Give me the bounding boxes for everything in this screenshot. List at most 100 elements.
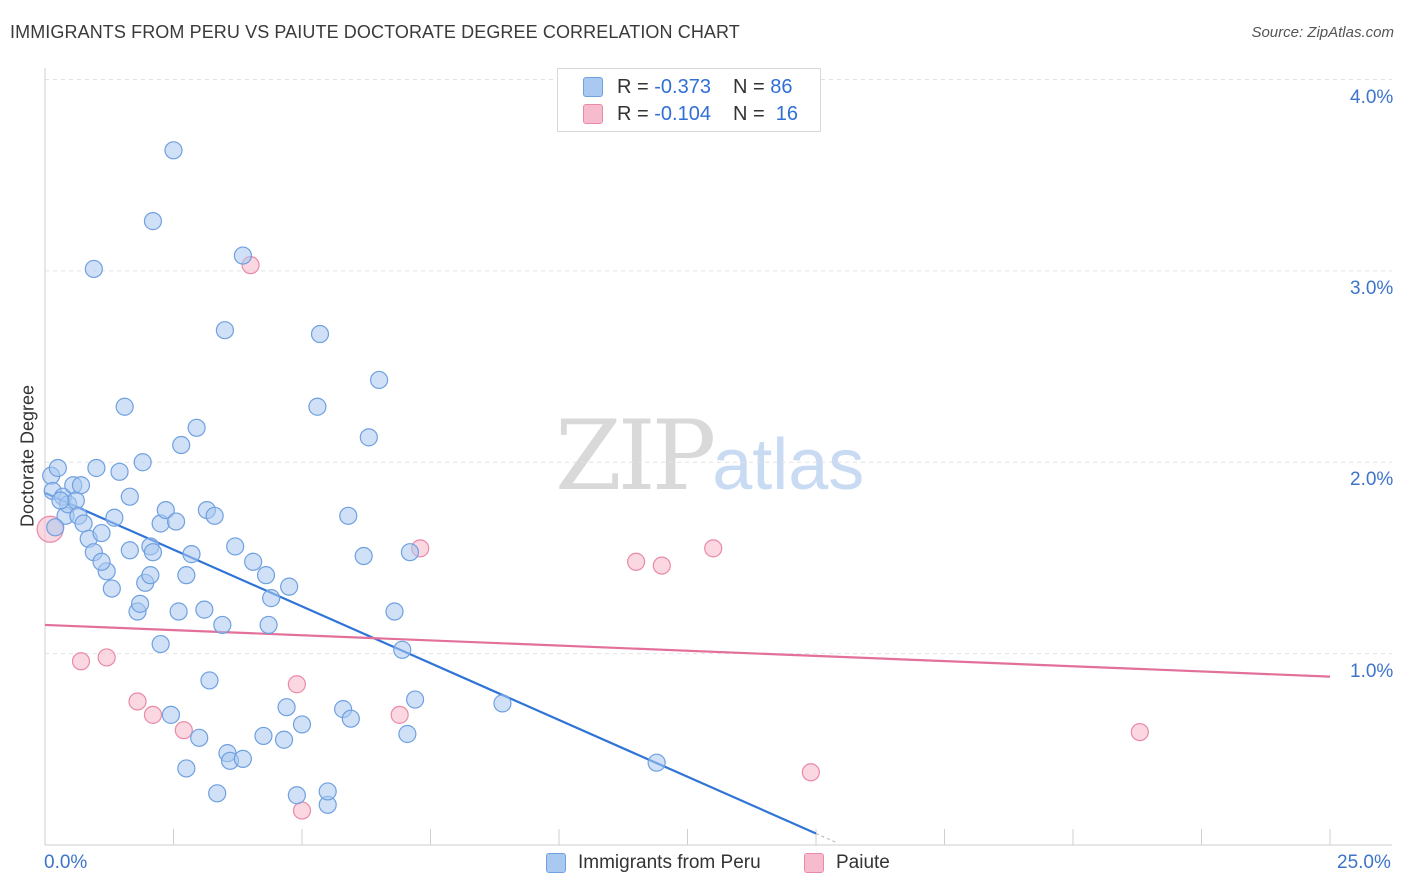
- axes: [44, 68, 1392, 846]
- peru-point: [400, 543, 420, 562]
- peru-point: [398, 724, 417, 744]
- peru-point: [110, 462, 129, 481]
- peru-point: [647, 753, 666, 772]
- peru-point: [256, 566, 276, 585]
- peru-point: [141, 566, 160, 585]
- legend-n-value: 16: [775, 102, 799, 125]
- peru-point: [233, 246, 252, 265]
- bottom-legend-label-peru: Immigrants from Peru: [578, 852, 761, 873]
- peru-point: [143, 212, 163, 231]
- bottom-legend-paiute: Paiute: [804, 852, 890, 874]
- legend-n-label: N =: [732, 75, 765, 98]
- legend-swatch-peru: [583, 77, 603, 97]
- paiute-trend-line: [44, 623, 1331, 678]
- peru-point: [105, 508, 124, 527]
- legend-n-value: 86: [770, 75, 793, 98]
- peru-point: [102, 579, 121, 598]
- peru-point: [92, 552, 111, 571]
- peru-point: [177, 759, 196, 778]
- peru-point: [120, 541, 139, 560]
- legend-n-label: N =: [732, 102, 765, 125]
- peru-point: [130, 594, 150, 613]
- paiute-point: [71, 652, 91, 671]
- peru-point: [233, 749, 252, 768]
- peru-point: [493, 694, 512, 713]
- peru-point: [405, 690, 425, 709]
- peru-point: [280, 577, 299, 596]
- y-tick-label: 3.0%: [1350, 277, 1394, 299]
- peru-point: [177, 566, 196, 585]
- peru-point: [187, 418, 206, 437]
- peru-point: [385, 602, 404, 621]
- y-tick-label: 4.0%: [1350, 86, 1394, 108]
- peru-point: [310, 324, 330, 344]
- peru-point: [51, 491, 70, 510]
- peru-point: [143, 543, 163, 562]
- peru-point: [208, 784, 227, 803]
- peru-point: [120, 487, 139, 506]
- legend-swatch-paiute: [583, 104, 603, 124]
- paiute-point: [704, 539, 723, 558]
- peru-point: [341, 709, 360, 728]
- paiute-point: [801, 763, 820, 782]
- peru-point: [74, 514, 93, 533]
- peru-point: [169, 602, 188, 621]
- paiute-point: [97, 648, 116, 667]
- peru-point: [151, 634, 170, 654]
- peru-point: [133, 453, 152, 472]
- peru-point: [205, 506, 224, 525]
- peru-point: [213, 615, 232, 635]
- source-label: Source: ZipAtlas.com: [1251, 24, 1394, 41]
- legend-r-label: R =: [617, 75, 649, 98]
- legend-row-peru: R = -0.373 N = 86: [583, 74, 792, 100]
- peru-point: [393, 640, 412, 659]
- stats-legend: R = -0.373 N = 86 R = -0.104 N = 16: [557, 68, 821, 132]
- watermark-zip: ZIP: [555, 400, 716, 512]
- legend-row-paiute: R = -0.104 N = 16: [583, 101, 798, 127]
- paiute-point: [174, 721, 193, 740]
- peru-point: [339, 506, 358, 525]
- peru-point: [92, 523, 111, 543]
- peru-point: [190, 728, 209, 747]
- peru-point: [308, 397, 327, 416]
- peru-point: [156, 500, 175, 520]
- legend-r-label: R =: [617, 102, 649, 125]
- paiute-point: [287, 675, 306, 694]
- bottom-legend-swatch-peru: [546, 853, 566, 873]
- peru-point: [354, 546, 373, 566]
- peru-point: [277, 698, 296, 717]
- peru-point: [274, 730, 294, 749]
- peru-point: [48, 458, 67, 478]
- peru-point: [226, 537, 245, 556]
- x-tick-label-min: 0.0%: [44, 852, 88, 873]
- bottom-legend-label-paiute: Paiute: [836, 852, 890, 873]
- legend-r-value: -0.373: [654, 75, 711, 98]
- peru-point: [115, 397, 134, 416]
- peru-point: [195, 600, 214, 619]
- paiute-point: [390, 705, 409, 724]
- paiute-point: [292, 801, 312, 820]
- paiute-point: [128, 692, 147, 711]
- paiute-point: [1130, 722, 1149, 742]
- y-axis-label: Doctorate Degree: [17, 384, 38, 528]
- peru-point: [87, 458, 106, 478]
- peru-point: [200, 671, 219, 690]
- trend-lines: [44, 491, 1331, 844]
- legend-r-value: -0.104: [654, 102, 711, 125]
- peru-point: [244, 552, 263, 571]
- bottom-legend-swatch-paiute: [804, 853, 824, 873]
- peru-point: [318, 782, 337, 801]
- peru-point: [84, 259, 103, 279]
- peru-point: [66, 491, 85, 510]
- y-tick-label: 2.0%: [1350, 469, 1394, 491]
- peru-point: [166, 512, 186, 531]
- x-tick-label-max: 25.0%: [1337, 852, 1391, 873]
- peru-point: [287, 786, 306, 805]
- peru-point: [370, 370, 389, 390]
- peru-point: [254, 726, 273, 746]
- peru-point: [262, 589, 281, 608]
- paiute-point: [143, 705, 163, 724]
- peru-point: [182, 545, 201, 564]
- peru-trend-extension: [815, 832, 839, 844]
